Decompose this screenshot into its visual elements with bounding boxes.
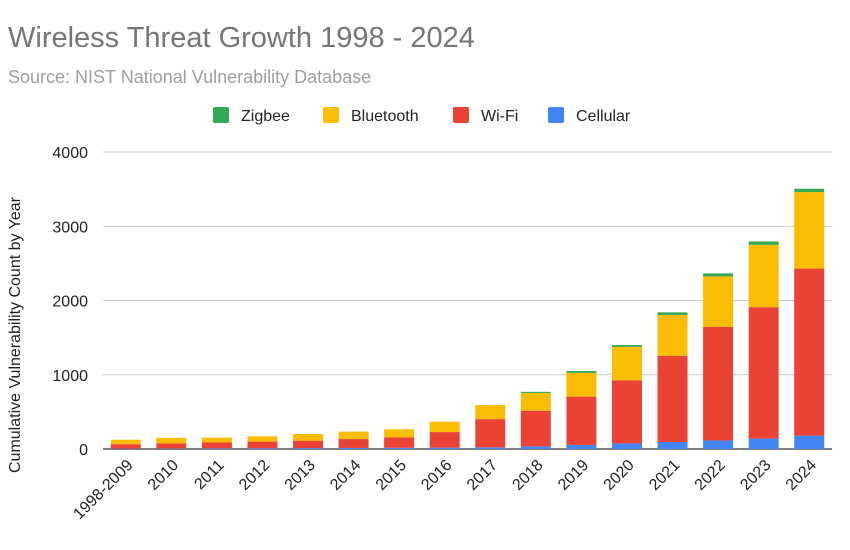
bar-wi-fi-2018 — [520, 410, 551, 447]
y-tick-label: 3000 — [52, 219, 88, 236]
x-tick-label: 2012 — [236, 457, 273, 494]
bar-bluetooth-2024 — [794, 192, 825, 269]
bar-bluetooth-2013 — [293, 434, 324, 441]
legend-swatch-bluetooth — [323, 107, 339, 123]
bar-zigbee-2022 — [703, 273, 734, 277]
x-tick-label: 2015 — [373, 457, 410, 494]
bar-bluetooth-2018 — [520, 392, 551, 411]
x-tick-label: 2014 — [327, 457, 364, 494]
x-tick-label: 2022 — [692, 457, 729, 494]
x-tick-label: 2018 — [509, 457, 546, 494]
bar-wi-fi-1998-2009 — [110, 444, 141, 449]
bar-wi-fi-2019 — [566, 396, 597, 445]
bar-bluetooth-2020 — [611, 346, 642, 381]
bar-cellular-2015 — [384, 447, 415, 449]
x-tick-label: 2011 — [191, 457, 227, 493]
bar-cellular-2016 — [429, 447, 460, 449]
bar-cellular-2018 — [520, 446, 551, 449]
x-tick-label: 2024 — [783, 457, 820, 494]
bar-bluetooth-2016 — [429, 421, 460, 433]
y-tick-label: 4000 — [52, 145, 88, 162]
x-tick-label: 2020 — [601, 457, 638, 494]
bar-bluetooth-2010 — [156, 437, 187, 444]
y-tick-label: 2000 — [52, 294, 88, 311]
bar-cellular-2024 — [794, 435, 825, 449]
bar-bluetooth-2019 — [566, 372, 597, 397]
legend-label-cellular: Cellular — [576, 108, 631, 125]
chart-subtitle: Source: NIST National Vulnerability Data… — [8, 67, 372, 87]
x-tick-label: 2013 — [282, 457, 319, 494]
y-axis-label: Cumulative Vulnerability Count by Year — [7, 196, 24, 473]
y-tick-label: 1000 — [52, 368, 88, 385]
x-tick-label: 2021 — [646, 457, 683, 494]
bar-cellular-2013 — [293, 448, 324, 449]
bar-cellular-2021 — [657, 441, 688, 449]
bar-bluetooth-2022 — [703, 276, 734, 327]
x-axis-ticks: 1998-2009 2010 2011 2012 2013 2014 2015 2016 201… — [70, 457, 820, 523]
legend-label-bluetooth: Bluetooth — [351, 108, 419, 125]
bar-cellular-2019 — [566, 444, 597, 449]
bar-bluetooth-2012 — [247, 436, 278, 442]
legend-swatch-cellular — [548, 107, 564, 123]
bar-bluetooth-2015 — [384, 429, 415, 438]
bar-cellular-2023 — [748, 438, 779, 449]
chart-title: Wireless Threat Growth 1998 - 2024 — [8, 22, 475, 54]
bar-wi-fi-2012 — [247, 441, 278, 449]
y-axis-ticks: 0 1000 2000 3000 4000 — [52, 145, 88, 459]
bar-cellular-2012 — [247, 448, 278, 449]
bar-bluetooth-1998-2009 — [110, 439, 141, 445]
y-tick-label: 0 — [79, 442, 88, 459]
bar-cellular-2022 — [703, 440, 734, 449]
bar-cellular-2020 — [611, 443, 642, 449]
x-tick-label: 2016 — [418, 457, 455, 494]
x-tick-label: 1998-2009 — [70, 457, 136, 523]
bar-bluetooth-2023 — [748, 244, 779, 308]
bar-bluetooth-2011 — [201, 437, 232, 443]
bar-wi-fi-2017 — [475, 419, 506, 448]
bar-cellular-2014 — [338, 447, 369, 449]
bar-wi-fi-2021 — [657, 355, 688, 442]
bar-cellular-2017 — [475, 447, 506, 449]
legend-label-wi-fi: Wi-Fi — [481, 108, 518, 125]
bar-zigbee-2021 — [657, 312, 688, 315]
bar-wi-fi-2011 — [201, 442, 232, 449]
bar-wi-fi-2013 — [293, 440, 324, 449]
x-tick-label: 2019 — [555, 457, 592, 494]
x-tick-label: 2023 — [737, 457, 774, 494]
bar-zigbee-2024 — [794, 188, 825, 193]
bar-zigbee-2023 — [748, 241, 779, 245]
legend-swatch-wi-fi — [453, 107, 469, 123]
bar-wi-fi-2014 — [338, 439, 369, 448]
bar-cellular-2011 — [201, 448, 232, 449]
bar-bluetooth-2021 — [657, 314, 688, 356]
bar-wi-fi-2015 — [384, 437, 415, 448]
bar-wi-fi-2024 — [794, 268, 825, 436]
bars — [110, 188, 825, 449]
legend: Zigbee Bluetooth Wi-Fi Cellular — [213, 107, 631, 125]
bar-bluetooth-2017 — [475, 405, 506, 420]
bar-zigbee-2018 — [520, 391, 551, 393]
bar-wi-fi-2016 — [429, 432, 460, 448]
legend-swatch-zigbee — [213, 107, 229, 123]
bar-zigbee-2019 — [566, 371, 597, 373]
bar-wi-fi-2023 — [748, 307, 779, 439]
x-tick-label: 2010 — [145, 457, 182, 494]
bar-wi-fi-2010 — [156, 443, 187, 449]
legend-label-zigbee: Zigbee — [241, 108, 290, 125]
x-tick-label: 2017 — [464, 457, 501, 494]
bar-zigbee-2020 — [611, 345, 642, 347]
bar-bluetooth-2014 — [338, 431, 369, 440]
bar-wi-fi-2022 — [703, 326, 734, 441]
bar-wi-fi-2020 — [611, 380, 642, 444]
